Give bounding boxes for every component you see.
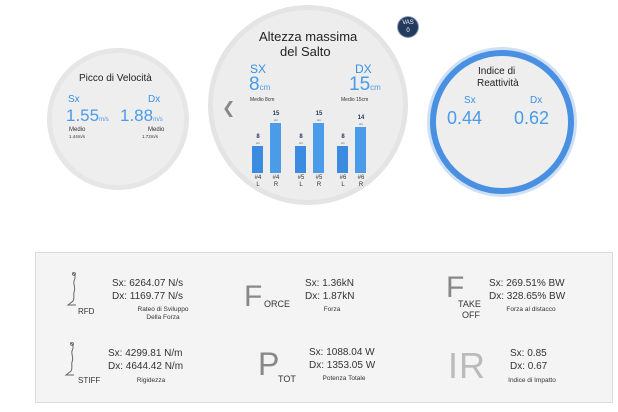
bar-tick-label: #4 R: [272, 175, 280, 188]
bar-tick-label: #6 R: [357, 175, 365, 188]
jump-height-bar-chart: 8 cm #4 L 15 cm #4 R 8 cm #5 L 15 cm #5 R 8 cm #6 L 14 cm #6 R: [213, 10, 403, 200]
jump-sx-value: 8cm: [249, 74, 271, 95]
velocity-sx-label: Sx: [68, 94, 80, 105]
velocity-dx-avg-value: 1.72m/s: [142, 134, 159, 139]
bar-value-label: 15: [272, 111, 280, 117]
bar-unit-label: cm: [299, 141, 303, 145]
max-jump-height-gauge[interactable]: Altezza massima del Salto SX DX 8cm 15cm…: [208, 5, 408, 205]
rfd-dx-value: Dx: 1169.77 N/s: [112, 291, 183, 302]
takeoff-icon-text-2: OFF: [462, 310, 480, 320]
force-sx-value: Sx: 1.36kN: [305, 278, 354, 289]
rfd-sx-value: Sx: 6264.07 N/s: [112, 278, 184, 289]
velocity-dx-avg-label: Medio: [148, 127, 165, 133]
takeoff-sx-value: Sx: 269.51% BW: [489, 278, 565, 289]
bar-unit-label: cm: [256, 141, 260, 145]
stiff-icon: [64, 342, 74, 376]
velocity-sx-avg-label: Medio: [69, 127, 86, 133]
ptot-dx-value: Dx: 1353.05 W: [309, 360, 376, 371]
takeoff-dx-value: Dx: 328.65% BW: [489, 291, 566, 302]
stiff-dx-value: Dx: 4644.42 N/m: [108, 361, 184, 372]
takeoff-label: Forza al distacco: [506, 306, 556, 313]
bar-value-label: 8: [256, 134, 260, 140]
impact-index-icon: IR: [448, 345, 486, 386]
reactivity-title-line2: Reattività: [477, 78, 519, 89]
reactivity-title-line1: Indice di: [478, 66, 516, 77]
velocity-peak-gauge[interactable]: Picco di Velocità Sx Dx 1.55m/s 1.88m/s …: [47, 48, 189, 190]
reactivity-sx-label: Sx: [464, 95, 476, 106]
jump-dx-avg: Medio 15cm: [341, 97, 369, 103]
bar-tick-label: #6 L: [339, 175, 347, 188]
reactivity-dx-label: Dx: [530, 95, 543, 106]
jump-sx-avg: Medio 8cm: [250, 97, 275, 103]
power-icon: P: [258, 346, 280, 382]
bar-unit-label: cm: [359, 122, 363, 126]
chevron-left-icon[interactable]: ❮: [222, 100, 236, 117]
bar-unit-label: cm: [274, 118, 278, 122]
rfd-icon: [66, 272, 76, 306]
ir-label: Indice di Impatto: [508, 377, 556, 384]
takeoff-icon-text-1: TAKE: [458, 299, 481, 309]
velocity-sx-avg-value: 1.44m/s: [69, 134, 86, 139]
bar-2: [270, 123, 281, 173]
bar-tick-label: #5 L: [297, 175, 305, 188]
stiff-sx-value: Sx: 4299.81 N/m: [108, 348, 183, 359]
force-label: Forza: [323, 306, 341, 313]
stiff-icon-text: STIFF: [78, 376, 101, 385]
bar-6: [355, 127, 366, 173]
reactivity-index-gauge[interactable]: Indice di Reattività Sx Dx 0.44 0.62: [430, 50, 574, 194]
ptot-sx-value: Sx: 1088.04 W: [309, 347, 375, 358]
vas-label: VAS: [402, 20, 414, 26]
power-icon-text: TOT: [278, 374, 296, 384]
bar-tick-label: #5 R: [315, 175, 323, 188]
velocity-dx-label: Dx: [148, 94, 161, 105]
jump-title-line1: Altezza massima: [259, 29, 358, 44]
velocity-sx-value: 1.55m/s: [66, 106, 109, 125]
force-icon-text: ORCE: [264, 299, 291, 309]
force-icon: F: [244, 280, 263, 313]
reactivity-dx-value: 0.62: [514, 108, 550, 128]
rfd-icon-text: RFD: [78, 307, 95, 316]
ir-dx-value: Dx: 0.67: [510, 361, 548, 372]
bar-5: [337, 146, 348, 173]
stiff-label: Rigidezza: [136, 377, 166, 384]
ptot-label: Potenza Totale: [322, 375, 366, 382]
vas-badge[interactable]: VAS 0: [398, 17, 418, 37]
vas-value: 0: [406, 28, 410, 34]
jump-dx-value: 15cm: [349, 74, 381, 95]
force-dx-value: Dx: 1.87kN: [305, 291, 355, 302]
jump-sx-label: SX: [250, 62, 267, 76]
rfd-label: Rateo di Sviluppo Della Forza: [137, 306, 189, 321]
metrics-panel: RFD Sx: 6264.07 N/s Dx: 1169.77 N/s Rate…: [35, 252, 613, 403]
bar-tick-label: #4 L: [254, 175, 262, 188]
bar-unit-label: cm: [317, 118, 321, 122]
bar-1: [252, 146, 263, 173]
reactivity-sx-value: 0.44: [447, 108, 483, 128]
velocity-peak-title: Picco di Velocità: [79, 73, 152, 84]
jump-dx-label: DX: [355, 62, 372, 76]
bar-unit-label: cm: [341, 141, 345, 145]
ir-sx-value: Sx: 0.85: [510, 348, 547, 359]
bar-value-label: 8: [341, 134, 345, 140]
bar-4: [313, 123, 324, 173]
takeoff-icon: F: [446, 271, 465, 304]
bar-value-label: 15: [315, 111, 323, 117]
velocity-dx-value: 1.88m/s: [120, 106, 163, 125]
bar-value-label: 14: [357, 115, 365, 121]
bar-value-label: 8: [299, 134, 303, 140]
jump-title-line2: del Salto: [280, 44, 331, 59]
bar-3: [295, 146, 306, 173]
